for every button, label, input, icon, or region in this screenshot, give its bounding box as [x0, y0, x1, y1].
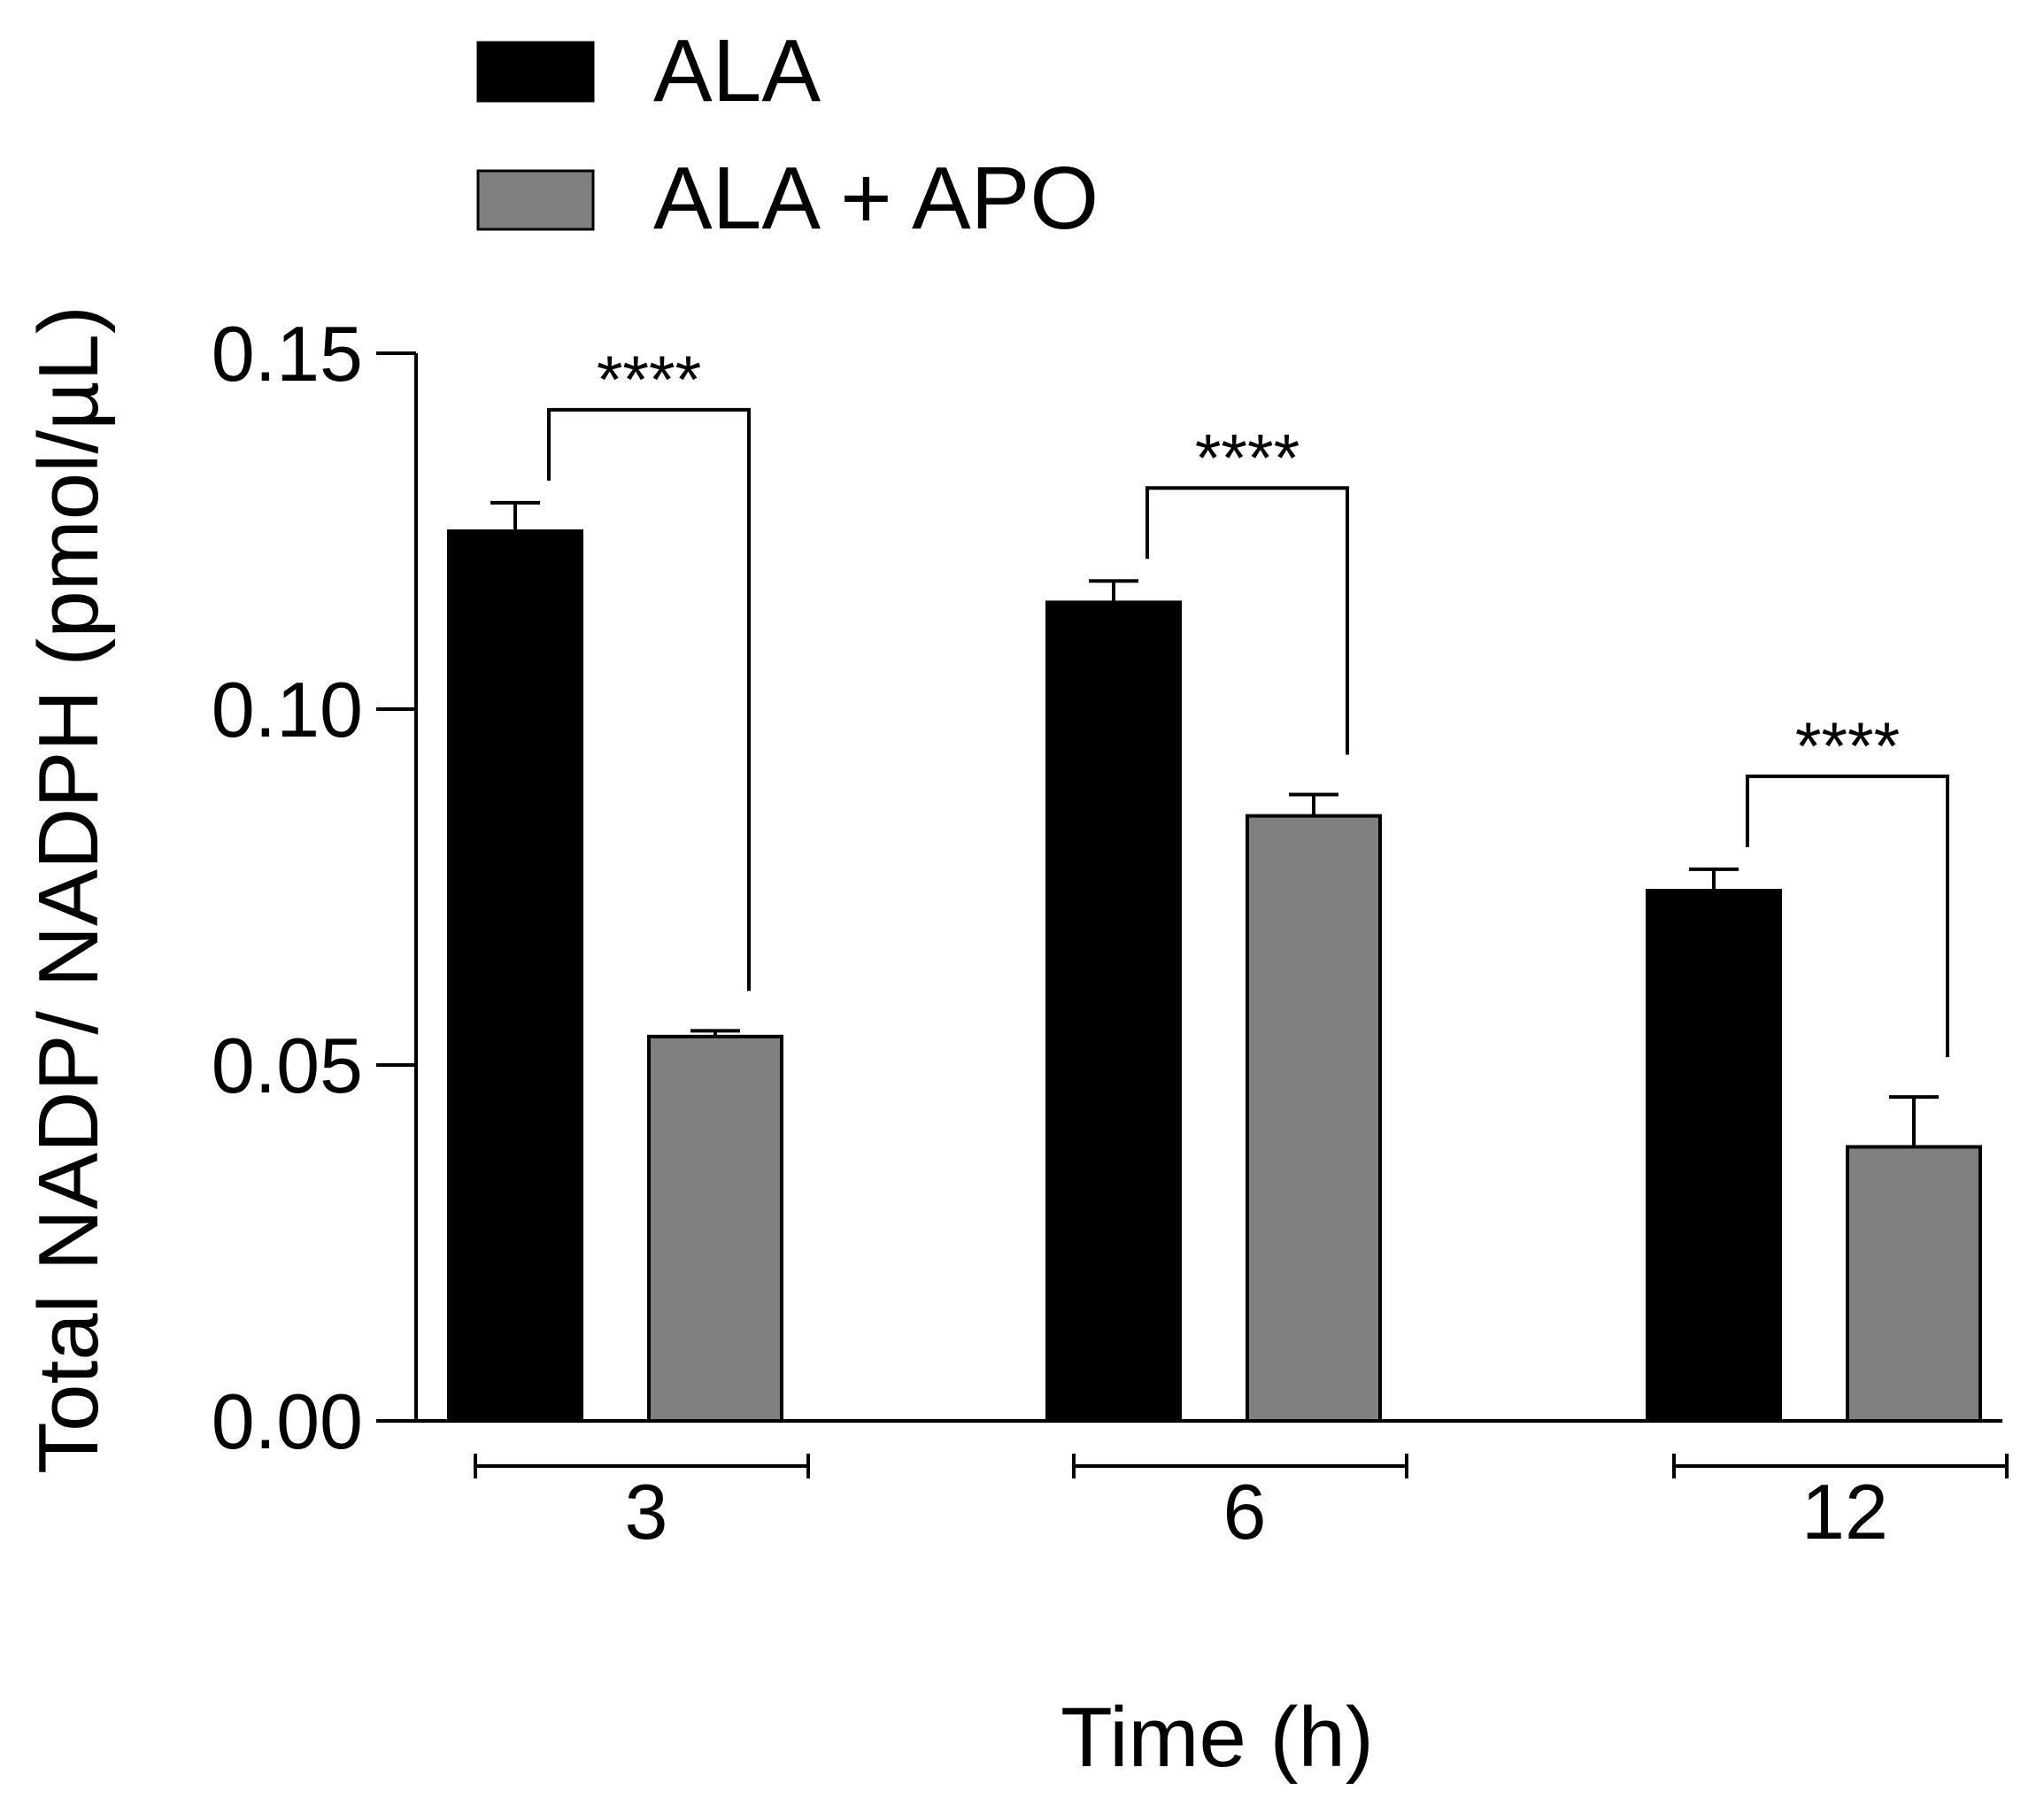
significance-label: ****	[597, 343, 701, 418]
significance-label: ****	[1795, 709, 1900, 784]
bar-ala-apo-3h	[647, 1034, 783, 1423]
x-axis-title: Time (h)	[1061, 1690, 1374, 1785]
y-tick-label: 0.15	[212, 310, 363, 397]
legend-label-ala: ALA	[653, 21, 821, 120]
x-category-label: 12	[1801, 1468, 1888, 1555]
significance-bracket-3h	[547, 407, 751, 992]
y-axis: 0.00 0.05 0.10 0.15	[212, 310, 418, 1465]
significance-label: ****	[1195, 421, 1300, 496]
y-axis-title: Total NADP/ NADPH (pmol/µL)	[21, 305, 116, 1474]
error-bars	[490, 500, 1939, 1147]
y-tick-label: 0.10	[212, 666, 363, 753]
legend-label-ala-apo: ALA + APO	[653, 149, 1099, 248]
legend-swatch-ala	[476, 41, 595, 103]
bar-ala-apo-12h	[1846, 1145, 1982, 1423]
legend: ALA ALA + APO	[476, 21, 1099, 248]
bar-ala-3h	[447, 529, 583, 1423]
y-tick-label: 0.00	[212, 1378, 363, 1465]
significance-bracket-6h	[1145, 486, 1349, 755]
bar-ala-6h	[1045, 600, 1182, 1423]
bars	[447, 529, 1982, 1423]
significance-brackets: **** **** ****	[547, 343, 1949, 1058]
bar-ala-apo-6h	[1246, 814, 1382, 1423]
x-axis: 3 6 12	[416, 1419, 2009, 1555]
y-tick-label: 0.05	[212, 1022, 363, 1109]
x-category-label: 3	[625, 1468, 668, 1555]
x-category-label: 6	[1223, 1468, 1267, 1555]
bar-ala-12h	[1646, 889, 1782, 1423]
legend-swatch-ala-apo	[476, 169, 595, 231]
significance-bracket-12h	[1746, 774, 1949, 1058]
